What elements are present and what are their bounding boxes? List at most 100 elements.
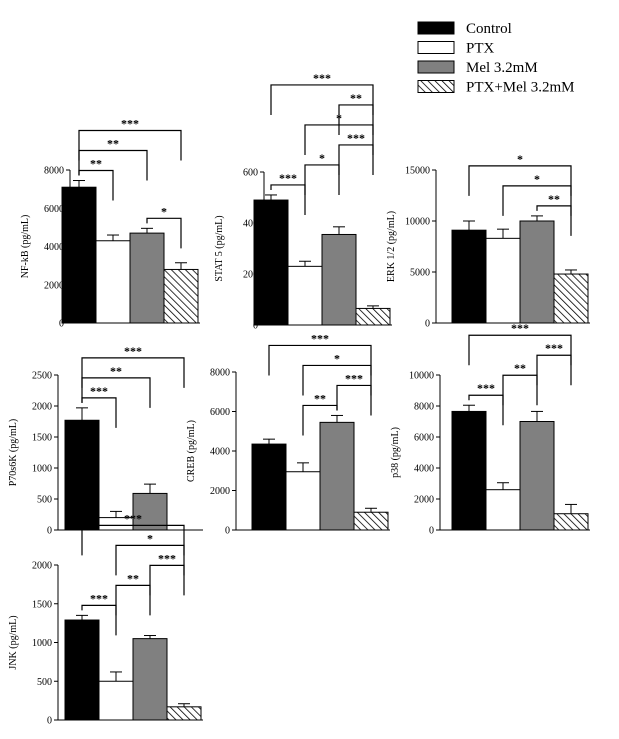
y-tick-label: 1500 (32, 599, 52, 610)
y-tick-label: 0 (425, 319, 430, 330)
significance-label: *** (279, 171, 297, 185)
significance-label: ** (514, 361, 526, 375)
significance-label: *** (90, 384, 108, 398)
bar (285, 471, 321, 531)
y-axis-label: STAT 5 (pg/mL) (214, 215, 225, 281)
significance-bracket (268, 344, 372, 376)
legend-label: Mel 3.2mM (466, 60, 538, 76)
significance-bracket (468, 334, 572, 366)
significance-bracket (502, 185, 572, 216)
legend-label: PTX (466, 41, 495, 57)
y-axis-label: JNK (pg/mL) (8, 615, 19, 669)
significance-label: *** (345, 371, 363, 385)
significance-bracket (468, 394, 504, 426)
significance-label: *** (158, 551, 176, 565)
significance-label: * (334, 351, 340, 365)
y-tick-label: 0 (429, 526, 434, 537)
bar (353, 511, 389, 531)
significance-label: ** (350, 91, 362, 105)
y-tick-label: 0 (47, 716, 52, 727)
legend-swatch (417, 41, 455, 54)
significance-bracket (115, 584, 151, 616)
chart-legend: Control PTX Mel 3.2mM PTX+Mel 3.2mM (417, 21, 574, 96)
y-tick-label: 1000 (32, 464, 52, 475)
bar (95, 240, 131, 324)
significance-bracket (149, 564, 185, 596)
y-tick-label: 4000 (210, 447, 230, 458)
significance-bracket (81, 604, 117, 636)
significance-bracket (502, 374, 538, 406)
y-tick-label: 0 (47, 526, 52, 537)
significance-label: *** (121, 117, 139, 131)
y-tick-label: 10000 (405, 217, 430, 228)
y-tick-label: 500 (37, 677, 52, 688)
y-axis-label: p38 (pg/mL) (390, 427, 401, 478)
significance-bracket (536, 205, 572, 236)
y-tick-label: 2000 (414, 495, 434, 506)
bar (98, 680, 134, 721)
y-tick-label: 8000 (44, 166, 64, 177)
bar (553, 513, 589, 531)
bar (166, 706, 202, 721)
y-tick-label: 4000 (44, 242, 64, 253)
y-tick-label: 2000 (210, 486, 230, 497)
y-tick-label: 5000 (410, 268, 430, 279)
bar (287, 265, 323, 326)
significance-bracket (338, 144, 374, 175)
y-tick-label: 2500 (32, 371, 52, 382)
significance-label: ** (110, 364, 122, 378)
significance-bracket (78, 129, 182, 161)
y-tick-label: 6000 (44, 204, 64, 215)
significance-bracket (304, 164, 340, 195)
bar (485, 489, 521, 531)
significance-label: *** (124, 344, 142, 358)
y-tick-label: 2000 (44, 280, 64, 291)
y-tick-label: 10000 (409, 371, 434, 382)
legend-swatch (417, 60, 455, 74)
y-axis-label: NF-kB (pg/mL) (20, 215, 31, 279)
y-tick-label: 6000 (414, 433, 434, 444)
bar (61, 186, 97, 324)
significance-bracket (536, 354, 572, 386)
y-tick-label: 600 (243, 168, 258, 179)
legend-label: Control (466, 21, 512, 37)
y-axis-label: ERK 1/2 (pg/mL) (386, 211, 397, 282)
significance-label: * (147, 531, 153, 545)
significance-label: ** (90, 157, 102, 171)
significance-label: * (161, 204, 167, 218)
significance-bracket (270, 84, 374, 115)
significance-label: ** (314, 391, 326, 405)
y-tick-label: 0 (253, 321, 258, 332)
significance-bracket (81, 377, 151, 408)
significance-bracket (115, 544, 185, 576)
y-tick-label: 2000 (32, 561, 52, 572)
bar (451, 410, 487, 531)
y-tick-label: 0 (225, 526, 230, 537)
y-tick-label: 8000 (414, 402, 434, 413)
significance-label: * (534, 172, 540, 186)
legend-swatch (417, 80, 455, 93)
bar (451, 229, 487, 324)
bar (485, 237, 521, 324)
significance-label: *** (545, 341, 563, 355)
significance-bracket (81, 357, 185, 388)
significance-label: * (319, 151, 325, 165)
y-tick-label: 0 (59, 319, 64, 330)
significance-label: *** (90, 591, 108, 605)
significance-bracket (338, 104, 374, 135)
legend-swatch (417, 21, 455, 35)
significance-bracket (270, 184, 306, 215)
y-tick-label: 200 (243, 270, 258, 281)
bar (64, 619, 100, 721)
bar (251, 443, 287, 531)
y-axis-label: CREB (pg/mL) (186, 420, 197, 482)
bar (321, 233, 357, 326)
significance-label: *** (477, 381, 495, 395)
bar (64, 419, 100, 531)
